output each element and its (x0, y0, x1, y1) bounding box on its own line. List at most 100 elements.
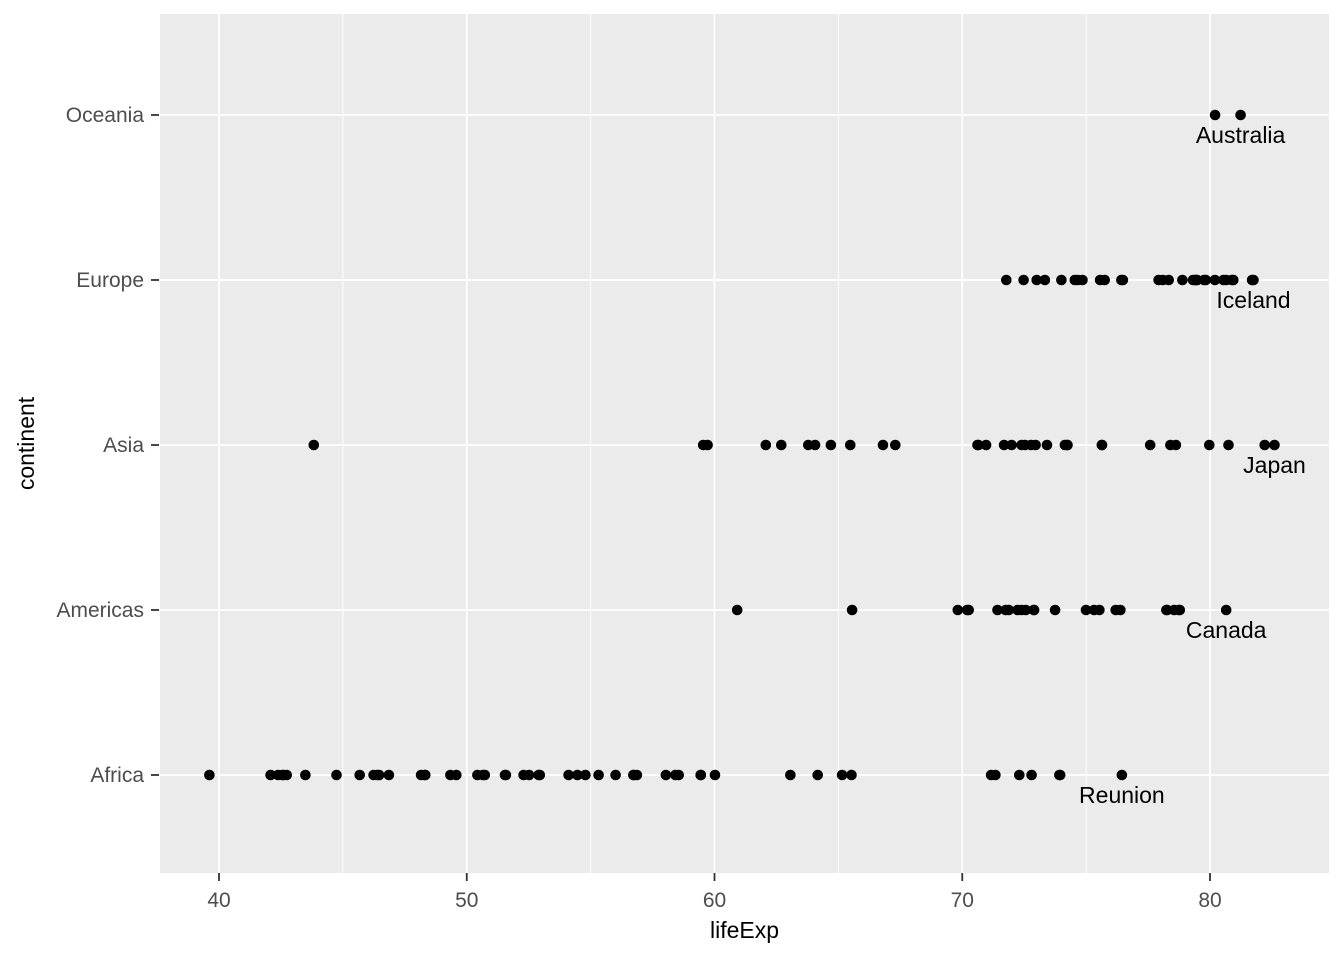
data-point (415, 769, 427, 781)
country-annotation: Canada (1186, 617, 1267, 643)
data-point (1259, 439, 1270, 451)
data-point (1117, 274, 1129, 286)
data-point (731, 604, 743, 616)
data-point (980, 439, 992, 451)
data-point (1080, 604, 1092, 616)
data-point (1177, 274, 1188, 286)
data-point (1220, 604, 1232, 616)
data-point (670, 769, 681, 781)
data-point (1223, 439, 1234, 451)
data-point (1041, 439, 1053, 451)
data-point (1096, 439, 1108, 451)
data-point (1173, 604, 1185, 616)
data-point (1218, 274, 1229, 286)
data-point (331, 769, 342, 781)
data-point (499, 769, 511, 781)
data-point (1190, 274, 1202, 286)
data-point (1006, 439, 1017, 451)
y-tick-label: Europe (76, 269, 144, 292)
country-annotation: Reunion (1079, 782, 1165, 808)
data-point (1014, 769, 1025, 781)
data-point (1001, 274, 1012, 286)
data-point (1062, 439, 1073, 451)
x-axis-title: lifeExp (710, 917, 779, 943)
data-point (803, 439, 814, 451)
y-tick-label: Oceania (66, 104, 145, 127)
x-tick-label: 50 (455, 889, 478, 912)
country-annotation: Japan (1243, 452, 1306, 478)
data-point (1054, 769, 1065, 781)
data-point (1094, 604, 1105, 616)
data-point (697, 439, 709, 451)
data-point (265, 769, 276, 781)
data-point (1198, 274, 1210, 286)
data-point (846, 769, 857, 781)
data-point (383, 769, 395, 781)
country-annotation: Australia (1196, 122, 1286, 148)
data-point (776, 439, 787, 451)
plot-panel (160, 14, 1329, 873)
data-point (1025, 439, 1037, 451)
data-point (563, 769, 574, 781)
x-tick-label: 70 (951, 889, 974, 912)
data-point (1204, 439, 1215, 451)
data-point (877, 439, 889, 451)
data-point (1072, 274, 1084, 286)
data-point (477, 769, 489, 781)
data-point (631, 769, 643, 781)
data-point (1039, 274, 1051, 286)
data-point (368, 769, 379, 781)
data-point (1000, 604, 1011, 616)
y-axis-title: continent (13, 396, 39, 490)
data-point (972, 439, 983, 451)
data-point (523, 769, 535, 781)
data-point (1144, 439, 1156, 451)
y-tick-label: Africa (90, 764, 144, 787)
data-point (952, 604, 964, 616)
data-point (1153, 274, 1164, 286)
data-point (709, 769, 721, 781)
data-point (1209, 274, 1221, 286)
data-point (998, 439, 1010, 451)
data-point (760, 439, 772, 451)
data-point (825, 439, 837, 451)
data-point (1116, 769, 1128, 781)
data-point (1269, 439, 1280, 451)
data-point (890, 439, 901, 451)
data-point (308, 439, 320, 451)
data-point (1031, 274, 1042, 286)
y-tick-label: Americas (56, 599, 144, 622)
data-point (300, 769, 311, 781)
x-tick-label: 80 (1198, 889, 1221, 912)
country-annotation: Iceland (1216, 287, 1290, 313)
data-point (961, 604, 973, 616)
data-point (992, 604, 1003, 616)
data-point (1026, 769, 1037, 781)
data-point (204, 769, 215, 781)
data-point (1094, 274, 1106, 286)
data-point (1246, 274, 1258, 286)
data-point (660, 769, 672, 781)
data-point (836, 769, 848, 781)
data-point (1226, 274, 1238, 286)
data-point (354, 769, 366, 781)
data-point (1016, 439, 1027, 451)
data-point (593, 769, 604, 781)
data-point (610, 769, 621, 781)
y-tick-label: Asia (103, 434, 144, 457)
data-point (1235, 109, 1246, 121)
data-point (1165, 439, 1176, 451)
data-point (1012, 604, 1023, 616)
data-point (445, 769, 456, 781)
data-point (846, 604, 858, 616)
data-point (272, 769, 284, 781)
data-point (1049, 604, 1061, 616)
x-tick-label: 60 (703, 889, 726, 912)
data-point (1115, 604, 1126, 616)
data-point (1020, 604, 1032, 616)
data-point (785, 769, 796, 781)
x-tick-label: 40 (207, 889, 230, 912)
data-point (572, 769, 583, 781)
